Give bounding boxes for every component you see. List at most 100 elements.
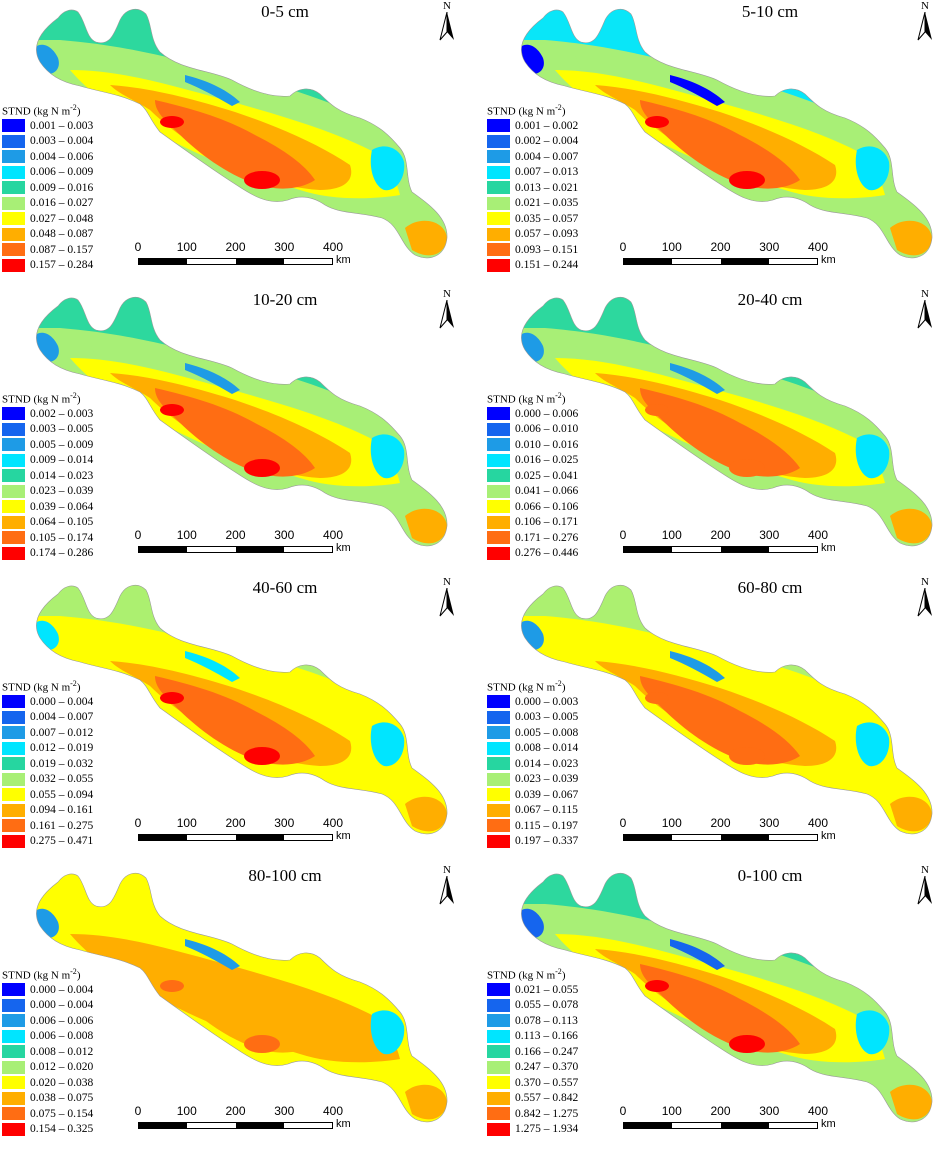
legend-swatch — [487, 515, 510, 529]
legend-row: 0.000 – 0.003 — [487, 694, 627, 710]
legend-row: 0.041 – 0.066 — [487, 484, 627, 500]
legend-row: 0.021 – 0.055 — [487, 982, 627, 998]
north-arrow-icon: N — [434, 576, 460, 618]
legend-row: 0.174 – 0.286 — [2, 546, 142, 562]
legend-range: 0.021 – 0.055 — [515, 983, 579, 996]
legend-row: 0.275 – 0.471 — [2, 834, 142, 850]
scale-tick-label: 400 — [807, 240, 829, 254]
north-arrow-icon: N — [434, 0, 460, 42]
legend-swatch — [487, 258, 510, 272]
legend-swatch — [2, 134, 25, 148]
scale-tick-label: 300 — [759, 816, 780, 830]
scale-segment — [624, 259, 673, 264]
legend-swatch — [487, 1107, 510, 1121]
legend-row: 0.025 – 0.041 — [487, 468, 627, 484]
legend-range: 0.005 – 0.009 — [30, 438, 94, 451]
legend-row: 0.038 – 0.075 — [2, 1091, 142, 1107]
legend-row: 0.013 – 0.021 — [487, 180, 627, 196]
legend-range: 0.006 – 0.006 — [30, 1014, 94, 1027]
region-map — [521, 8, 933, 259]
legend-swatch — [487, 1076, 510, 1090]
scale-tick-label: 0 — [134, 816, 142, 830]
legend-range: 0.007 – 0.012 — [30, 726, 94, 739]
legend-range: 0.275 – 0.471 — [30, 835, 94, 848]
region-map — [36, 296, 448, 547]
legend-range: 0.048 – 0.087 — [30, 228, 94, 241]
legend-swatch — [487, 227, 510, 241]
legend-swatch — [2, 258, 25, 272]
legend-range: 0.004 – 0.007 — [515, 150, 579, 163]
legend-range: 0.003 – 0.005 — [30, 423, 94, 436]
legend-row: 0.057 – 0.093 — [487, 227, 627, 243]
legend-swatch — [2, 119, 25, 133]
scale-bar: 0 100 200 300 400 km — [135, 240, 353, 270]
legend-range: 0.105 – 0.174 — [30, 531, 94, 544]
legend-row: 0.115 – 0.197 — [487, 818, 627, 834]
legend-range: 0.276 – 0.446 — [515, 547, 579, 560]
legend-row: 0.008 – 0.012 — [2, 1044, 142, 1060]
legend-swatch — [487, 196, 510, 210]
north-arrow-icon: N — [912, 288, 938, 330]
scale-segment — [187, 547, 236, 552]
legend-row: 0.014 – 0.023 — [487, 756, 627, 772]
legend-range: 0.093 – 0.151 — [515, 243, 579, 256]
north-arrow-icon: N — [912, 864, 938, 906]
scale-bar-segments — [623, 546, 818, 553]
scale-bar: 0 100 200 300 400 km — [134, 816, 353, 846]
region-outline — [521, 584, 933, 835]
legend-swatch — [487, 1091, 510, 1105]
north-label: N — [443, 864, 451, 876]
legend-range: 0.001 – 0.003 — [30, 119, 94, 132]
north-label: N — [921, 288, 929, 300]
legend-swatch — [487, 726, 510, 740]
legend-swatch — [2, 1060, 25, 1074]
legend-range: 0.014 – 0.023 — [515, 757, 579, 770]
map-panel: 60-80 cm N STND (kg N m-2) 0.000 – 0.003 0.0… — [485, 576, 941, 861]
scale-segment — [672, 547, 721, 552]
legend-row: 0.197 – 0.337 — [487, 834, 627, 850]
legend-row: 0.027 – 0.048 — [2, 211, 142, 227]
scale-segment — [283, 547, 332, 552]
legend-range: 0.003 – 0.004 — [30, 135, 94, 148]
legend-range: 0.000 – 0.003 — [515, 695, 579, 708]
scale-segment — [283, 259, 332, 264]
scale-unit: km — [336, 1118, 351, 1130]
panel-title: 0-100 cm — [737, 866, 803, 885]
legend-title: STND (kg N m-2) — [487, 103, 566, 118]
scale-unit: km — [336, 830, 351, 842]
north-arrow-icon: N — [434, 864, 460, 906]
legend-swatch — [487, 772, 510, 786]
scale-bar: 0 100 200 300 400 km — [620, 816, 838, 846]
legend-swatch — [2, 227, 25, 241]
legend: STND (kg N m-2) 0.001 – 0.002 0.002 – 0.00… — [487, 98, 627, 273]
panel-title: 80-100 cm — [248, 866, 322, 885]
scale-segment — [768, 547, 817, 552]
legend-swatch — [487, 1122, 510, 1136]
legend-swatch — [2, 1014, 25, 1028]
scale-tick-label: 400 — [807, 528, 829, 542]
legend-swatch — [2, 834, 25, 848]
scale-tick-label: 0 — [619, 1104, 627, 1118]
legend-swatch — [2, 788, 25, 802]
legend-row: 0.064 – 0.105 — [2, 515, 142, 531]
north-arrow-icon: N — [912, 0, 938, 42]
region-map — [521, 872, 933, 1123]
legend-swatch — [2, 726, 25, 740]
legend-swatch — [487, 469, 510, 483]
legend-title: STND (kg N m-2) — [2, 679, 81, 694]
scale-segment — [235, 1123, 284, 1128]
scale-bar-segments — [138, 258, 333, 265]
legend-row: 0.009 – 0.014 — [2, 453, 142, 469]
legend-swatch — [487, 531, 510, 545]
legend-range: 0.075 – 0.154 — [30, 1107, 94, 1120]
scale-tick-label: 0 — [619, 240, 627, 254]
legend-swatch — [2, 212, 25, 226]
north-arrow-icon: N — [434, 288, 460, 330]
legend-row: 0.006 – 0.006 — [2, 1013, 142, 1029]
legend-range: 0.078 – 0.113 — [515, 1014, 578, 1027]
legend-row: 0.002 – 0.004 — [487, 134, 627, 150]
scale-bar-segments — [138, 834, 333, 841]
north-label: N — [921, 0, 929, 12]
legend-swatch — [2, 438, 25, 452]
scale-bar-segments — [623, 834, 818, 841]
